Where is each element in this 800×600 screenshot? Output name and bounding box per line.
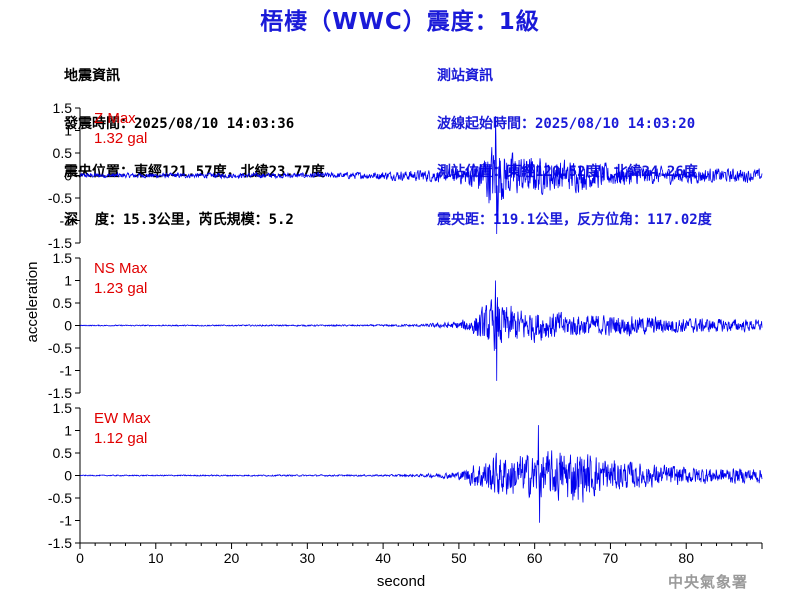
wave-start-time: 波線起始時間：2025/08/10 14:03:20 (437, 116, 696, 132)
y-tick-label: -0.5 (48, 340, 72, 356)
y-tick-label: 0 (64, 318, 72, 334)
y-tick-label: -1.5 (48, 535, 72, 551)
panel-z: 1.5 1 0.5 0 -0.5 -1 -1.5 Z Max 1.32 gal (48, 100, 763, 251)
y-tick-label: 0 (64, 468, 72, 484)
station-info-block: 測站資訊 波線起始時間：2025/08/10 14:03:20 測站位置：東經1… (437, 36, 712, 244)
y-tick-label: -1.5 (48, 235, 72, 251)
x-tick-label: 50 (451, 550, 467, 566)
max-label-value: 1.12 gal (94, 430, 147, 447)
station-info-heading: 測站資訊 (437, 68, 493, 84)
y-tick-label: -1 (60, 513, 73, 529)
epicentral-distance: 震央距：119.1公里，反方位角：117.02度 (437, 212, 712, 228)
y-tick-label: -1 (60, 213, 73, 229)
y-tick-label: 0.5 (53, 145, 73, 161)
waveform-trace (79, 116, 763, 235)
max-label-value: 1.23 gal (94, 280, 147, 297)
max-label-name: EW Max (94, 410, 151, 427)
y-tick-label: 1.5 (53, 250, 73, 266)
origin-time: 發震時間：2025/08/10 14:03:36 (64, 116, 295, 132)
y-tick-label: -1.5 (48, 385, 72, 401)
y-tick-label: 1.5 (53, 100, 73, 116)
x-tick-label: 60 (527, 550, 543, 566)
y-tick-label: 1.5 (53, 400, 73, 416)
panel-ew: 1.5 1 0.5 0 -0.5 -1 -1.5 EW Max 1.12 gal (48, 400, 763, 551)
earthquake-info-block: 地震資訊 發震時間：2025/08/10 14:03:36 震央位置：東經121… (64, 36, 325, 244)
y-tick-label: 0 (64, 168, 72, 184)
earthquake-info-heading: 地震資訊 (64, 68, 120, 84)
y-tick-label: 1 (64, 273, 72, 289)
waveform-trace (79, 280, 763, 381)
y-tick-label: -1 (60, 363, 73, 379)
waveform-trace (79, 425, 763, 523)
y-tick-label: 0.5 (53, 295, 73, 311)
max-label-name: NS Max (94, 260, 148, 277)
x-axis-title: second (377, 573, 425, 590)
x-tick-label: 10 (148, 550, 164, 566)
max-label-value: 1.32 gal (94, 130, 147, 147)
x-tick-label: 20 (224, 550, 240, 566)
y-tick-label: -0.5 (48, 190, 72, 206)
y-tick-label: 1 (64, 123, 72, 139)
station-location: 測站位置：東經120.52度，北緯24.26度 (437, 164, 698, 180)
depth-magnitude: 深 度：15.3公里，芮氏規模：5.2 (64, 212, 294, 228)
page-title: 梧棲（WWC）震度：1級 (260, 9, 540, 35)
agency-watermark: 中央氣象署 (667, 573, 748, 591)
x-tick-label: 70 (603, 550, 619, 566)
x-tick-label: 80 (678, 550, 694, 566)
y-tick-label: -0.5 (48, 490, 72, 506)
max-label-name: Z Max (94, 110, 136, 127)
y-tick-label: 1 (64, 423, 72, 439)
x-tick-label: 0 (76, 550, 84, 566)
x-tick-label: 30 (300, 550, 316, 566)
y-axis-title: acceleration (24, 262, 41, 343)
y-tick-label: 0.5 (53, 445, 73, 461)
x-tick-label: 40 (375, 550, 391, 566)
panel-ns: 1.5 1 0.5 0 -0.5 -1 -1.5 NS Max 1.23 gal (48, 250, 763, 401)
